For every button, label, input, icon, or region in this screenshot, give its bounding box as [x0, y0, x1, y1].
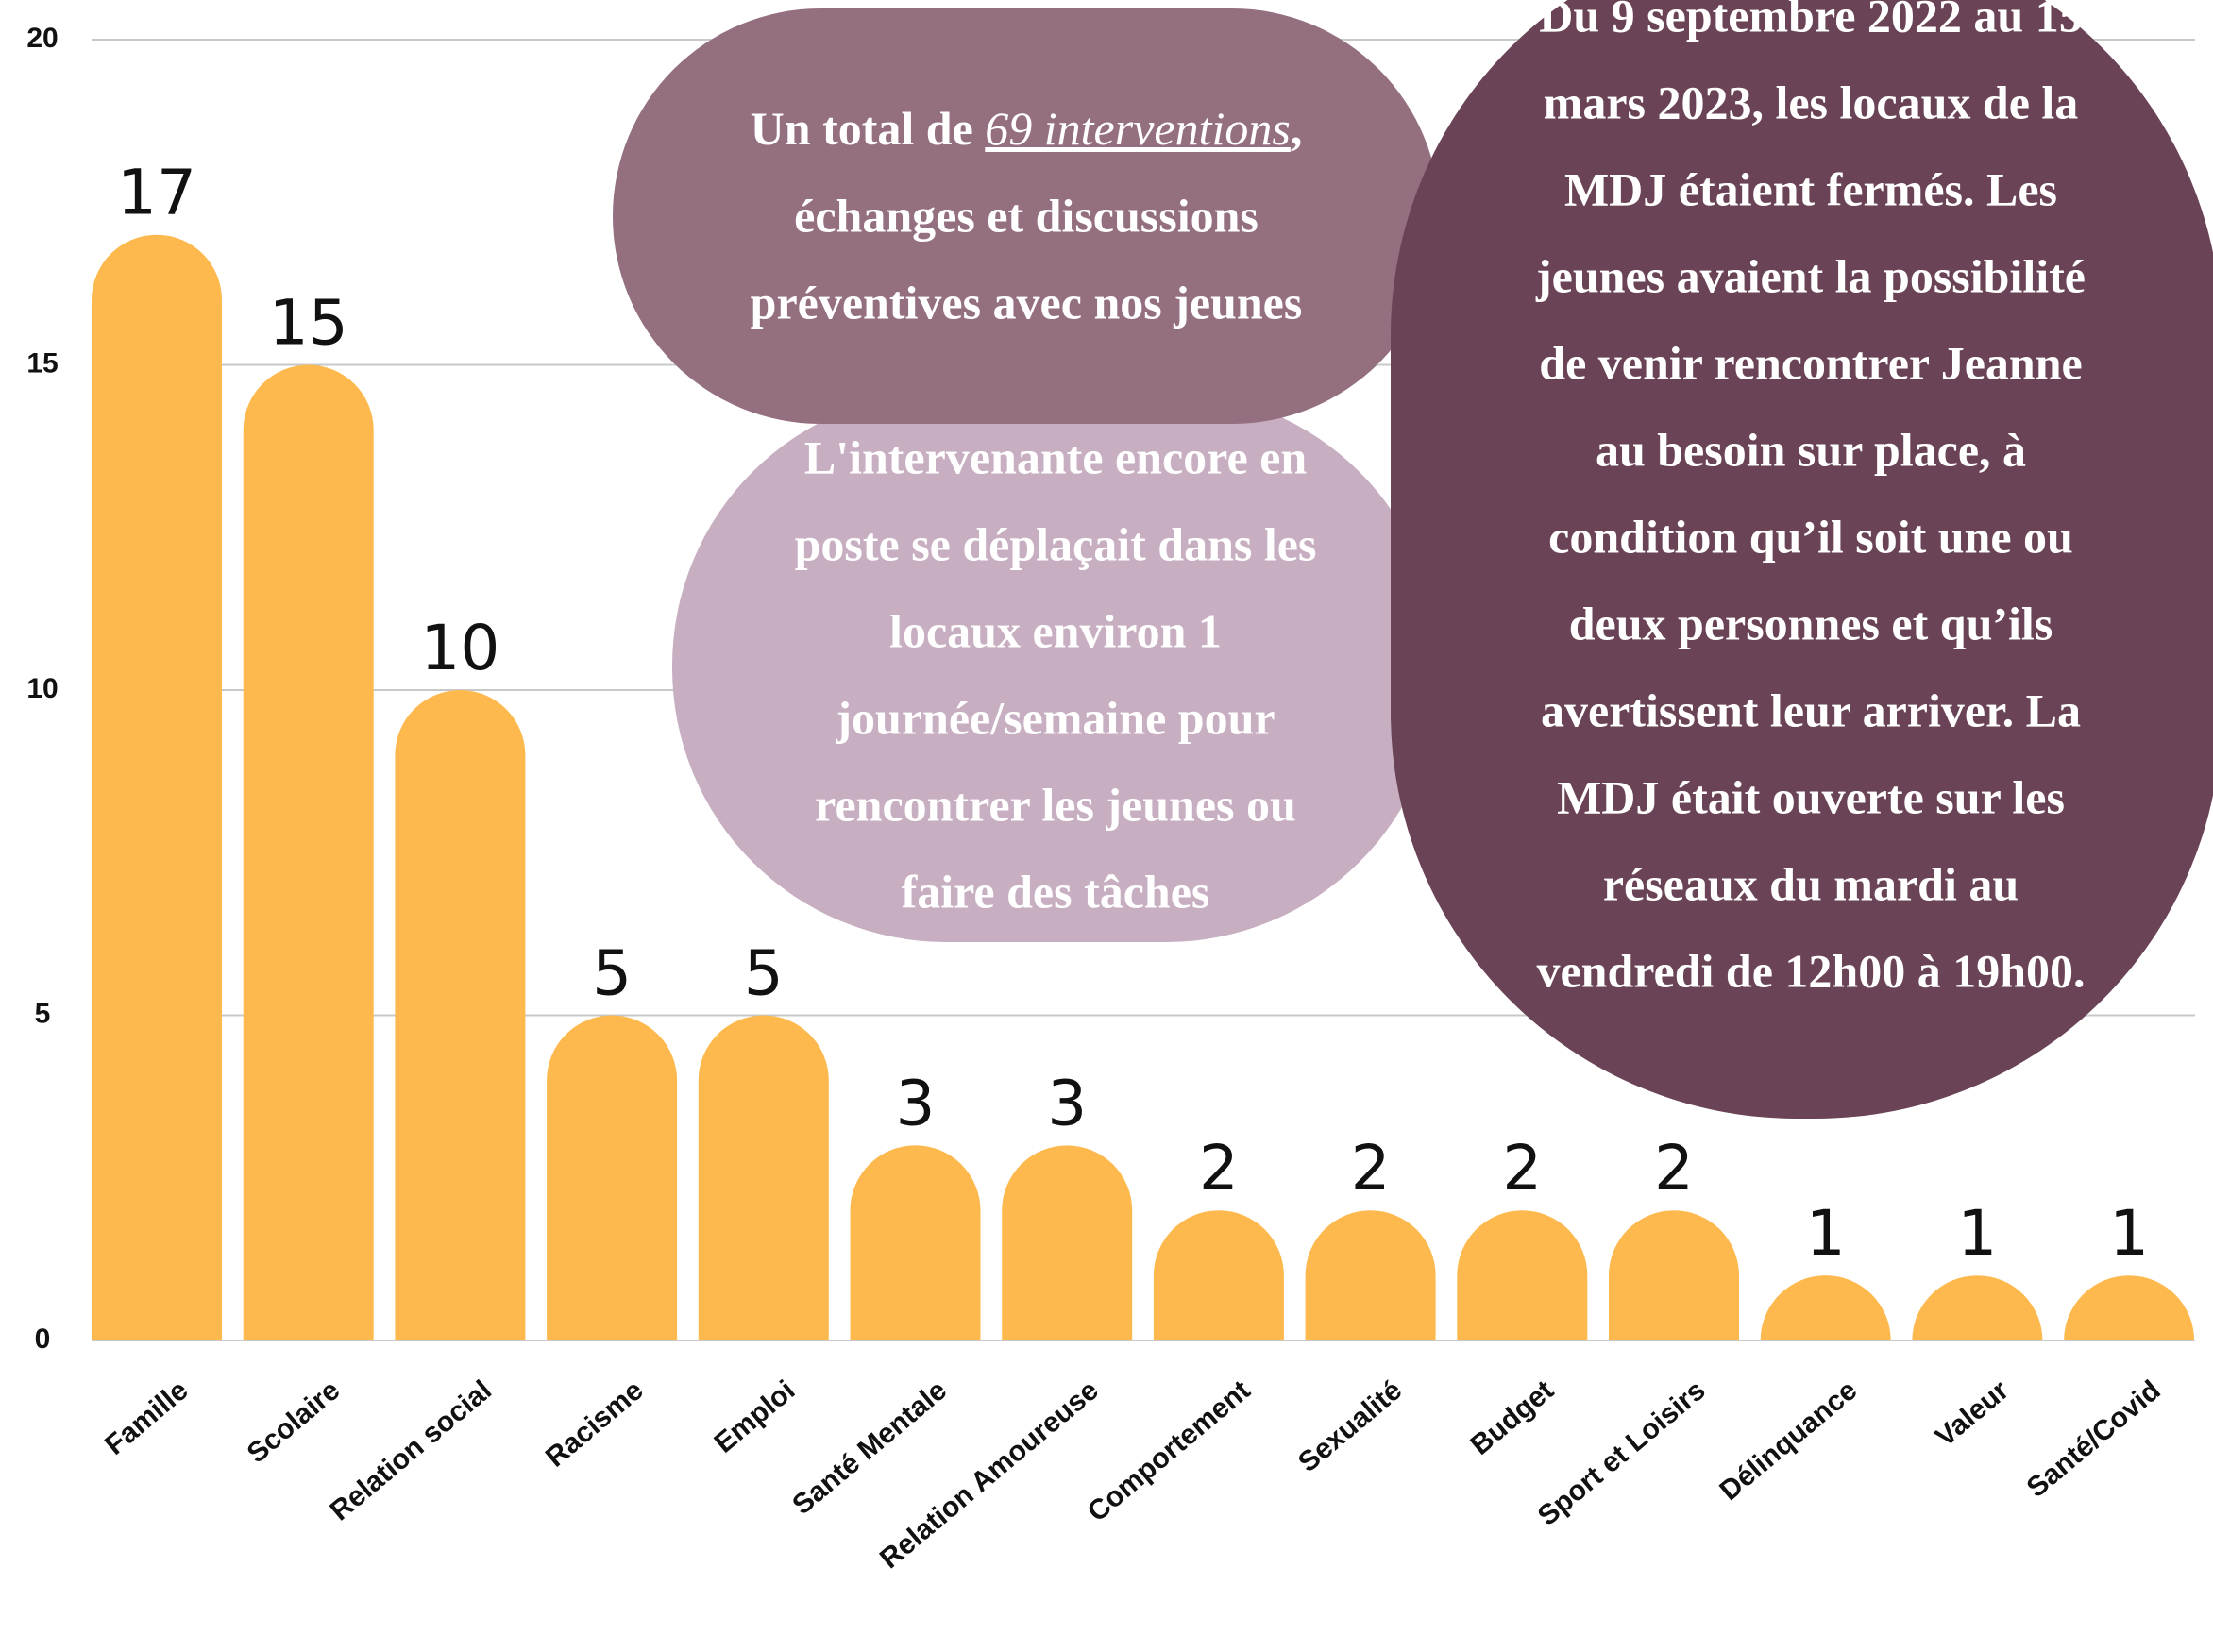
x-tick-label: Racisme — [540, 1374, 650, 1474]
x-tick-label: Santé Mentale — [786, 1374, 953, 1521]
annotation-line: Du 9 septembre 2022 au 15 — [1539, 0, 2082, 42]
annotation-text: 69 interventions — [985, 102, 1291, 155]
value-label: 3 — [896, 1067, 936, 1139]
bar — [1305, 1210, 1436, 1340]
x-tick-label: Budget — [1465, 1374, 1560, 1461]
annotation-line: Un total de 69 interventions, — [751, 102, 1303, 155]
annotation-line: MDJ était ouverte sur les — [1557, 770, 2065, 823]
bar — [395, 690, 526, 1340]
annotation-line: mars 2023, les locaux de la — [1544, 76, 2079, 128]
x-tick-label: Relation social — [325, 1374, 498, 1526]
bar — [1153, 1210, 1284, 1340]
bar — [1760, 1275, 1891, 1340]
annotation-line: locaux environ 1 — [889, 604, 1222, 657]
annotation-text: , — [1291, 102, 1303, 155]
annotation-bubble — [672, 392, 1440, 942]
y-tick-label: 10 — [26, 673, 58, 704]
value-label: 2 — [1654, 1132, 1694, 1205]
y-tick-label: 5 — [35, 998, 51, 1029]
bar — [547, 1015, 678, 1340]
annotation-line: condition qu’il soit une ou — [1548, 510, 2073, 563]
annotation-line: poste se déplaçait dans les — [795, 517, 1317, 570]
x-tick-label: Délinquance — [1714, 1374, 1863, 1507]
value-label: 5 — [592, 937, 632, 1010]
annotation-line: au besoin sur place, à — [1596, 423, 2026, 476]
bar — [2064, 1275, 2195, 1340]
x-tick-label: Valeur — [1930, 1374, 2015, 1453]
bar — [1002, 1145, 1133, 1340]
bar — [92, 234, 222, 1340]
annotation-line: préventives avec nos jeunes — [751, 276, 1303, 329]
y-tick-label: 20 — [26, 23, 58, 54]
annotation-line: jeunes avaient la possibilité — [1535, 249, 2086, 302]
annotation-line: échanges et discussions — [794, 189, 1259, 242]
x-tick-label: Sexualité — [1292, 1374, 1408, 1478]
value-label: 15 — [269, 287, 348, 360]
annotation-line: deux personnes et qu’ils — [1569, 597, 2053, 649]
value-label: 1 — [2109, 1197, 2149, 1270]
value-label: 3 — [1047, 1067, 1087, 1139]
annotation-line: rencontrer les jeunes ou — [815, 778, 1296, 831]
x-tick-label: Famille — [99, 1374, 194, 1461]
annotation-line: L'intervenante encore en — [804, 430, 1307, 483]
bar — [698, 1015, 829, 1340]
bar — [1912, 1275, 2043, 1340]
value-label: 17 — [117, 157, 196, 229]
annotation-line: journée/semaine pour — [835, 691, 1275, 744]
value-label: 10 — [420, 612, 499, 684]
x-tick-label: Santé/Covid — [2021, 1374, 2167, 1504]
bar — [850, 1145, 981, 1340]
y-tick-label: 0 — [35, 1323, 51, 1355]
annotation-line: faire des tâches — [902, 865, 1210, 918]
annotation-line: avertissent leur arriver. La — [1541, 683, 2081, 736]
value-label: 1 — [1957, 1197, 1997, 1270]
annotation-line: vendredi de 12h00 à 19h00. — [1536, 944, 2085, 997]
annotation-line: MDJ étaient fermés. Les — [1564, 162, 2057, 215]
annotation-text: Un total de — [751, 102, 986, 155]
annotation-bubble — [1391, 0, 2213, 1119]
bar — [243, 364, 374, 1340]
x-tick-label: Comportement — [1082, 1374, 1257, 1527]
bar — [1457, 1210, 1588, 1340]
x-tick-label: Scolaire — [242, 1374, 346, 1469]
value-label: 5 — [744, 937, 784, 1010]
value-label: 1 — [1806, 1197, 1846, 1270]
value-label: 2 — [1502, 1132, 1542, 1205]
y-tick-label: 15 — [26, 347, 58, 379]
annotation-line: de venir rencontrer Jeanne — [1539, 336, 2082, 389]
annotation-line: réseaux du mardi au — [1603, 857, 2019, 910]
bar — [1609, 1210, 1739, 1340]
x-tick-label: Emploi — [709, 1374, 802, 1459]
value-label: 2 — [1351, 1132, 1391, 1205]
value-label: 2 — [1199, 1132, 1239, 1205]
annotation-bubble — [613, 8, 1440, 424]
